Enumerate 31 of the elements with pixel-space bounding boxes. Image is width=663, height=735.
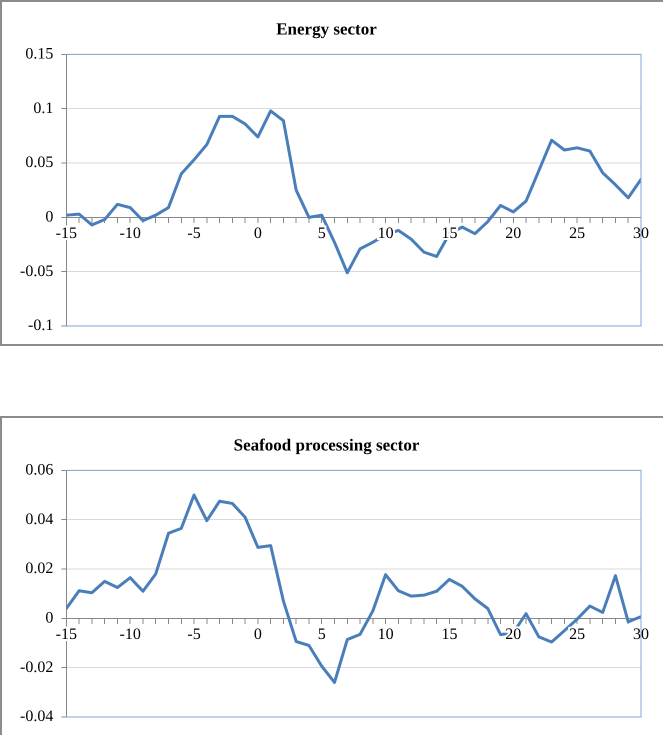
x-tick-label: 15 <box>441 626 458 644</box>
x-tick-label: -10 <box>120 626 141 644</box>
y-tick-label: 0.15 <box>25 46 54 63</box>
x-tick-label: 5 <box>318 626 326 644</box>
y-tick-label: -0.04 <box>20 708 54 726</box>
x-tick-label: -15 <box>56 225 77 242</box>
x-tick-label: 0 <box>254 626 262 644</box>
y-tick-label: 0.1 <box>33 100 54 117</box>
y-tick-label: -0.02 <box>20 658 54 676</box>
x-tick-label: 30 <box>633 225 649 242</box>
y-tick-label: 0 <box>45 208 54 226</box>
x-tick-label: 25 <box>569 626 586 644</box>
x-tick-label: 30 <box>633 626 649 644</box>
x-tick-label: -5 <box>187 626 201 644</box>
y-tick-label: -0.05 <box>20 262 54 280</box>
x-tick-label: 10 <box>378 626 394 644</box>
x-tick-label: 0 <box>254 225 262 242</box>
y-tick-label: 0.05 <box>25 154 54 172</box>
x-tick-label: 20 <box>505 225 522 242</box>
y-tick-label: -0.1 <box>28 317 54 334</box>
chart-title: Seafood processing sector <box>234 436 420 455</box>
y-tick-label: 0 <box>45 610 54 627</box>
x-tick-label: 25 <box>569 225 586 242</box>
x-tick-label: -10 <box>120 225 141 242</box>
x-tick-label: -5 <box>187 225 201 242</box>
y-tick-label: 0.04 <box>25 510 54 528</box>
x-tick-label: 5 <box>318 225 326 242</box>
x-tick-label: -15 <box>56 626 77 644</box>
y-tick-label: 0.06 <box>25 462 54 479</box>
chart-title: Energy sector <box>276 20 378 39</box>
y-tick-label: 0.02 <box>25 560 54 578</box>
